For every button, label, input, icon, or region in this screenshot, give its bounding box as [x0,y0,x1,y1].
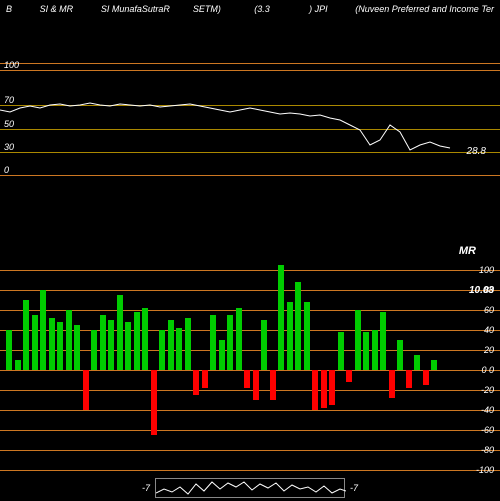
axis-tick-label: -20 [481,385,494,395]
current-value-label: 28.8 [467,146,486,157]
chart-header: B SI & MR SI MunafaSutraR SETM) (3.3 ) J… [0,0,500,18]
gridline [0,390,500,391]
bar [91,330,97,370]
header-item: SI MunafaSutraR [101,4,170,14]
bar [210,315,216,370]
header-item: B [6,4,12,14]
bar [236,308,242,370]
axis-tick-label: -60 [481,425,494,435]
axis-tick-label: 100 [4,60,19,70]
bar [253,370,259,400]
bar [346,370,352,382]
bar [227,315,233,370]
header-item: SETM) [193,4,221,14]
bar [414,355,420,370]
axis-tick-label: 100 [479,265,494,275]
bar [423,370,429,385]
bar [406,370,412,388]
bar [397,340,403,370]
gridline [0,310,500,311]
bar [389,370,395,398]
bar [57,322,63,370]
bar [329,370,335,405]
bar [23,300,29,370]
bar [66,310,72,370]
gridline [0,470,500,471]
axis-tick-label: 40 [484,325,494,335]
gridline [0,450,500,451]
gridline [0,270,500,271]
bar [40,290,46,370]
bar [159,330,165,370]
header-item: SI & MR [40,4,74,14]
bar [261,320,267,370]
bar [100,315,106,370]
bar [295,282,301,370]
bar [202,370,208,388]
bar [176,328,182,370]
gridline [0,430,500,431]
bar [125,322,131,370]
mr-label: MR [459,245,476,257]
bar [244,370,250,388]
bar [185,318,191,370]
mini-label-left: -7 [142,483,150,493]
bar [15,360,21,370]
bar [380,312,386,370]
bar [338,332,344,370]
bar [219,340,225,370]
current-value-label: 10.03 [469,285,494,296]
bar [270,370,276,400]
bar [83,370,89,410]
axis-tick-label: 0 0 [481,365,494,375]
axis-tick-label: 60 [484,305,494,315]
bar [117,295,123,370]
axis-tick-label: -80 [481,445,494,455]
mini-label-right: -7 [350,483,358,493]
bar [142,308,148,370]
bar [32,315,38,370]
bar [193,370,199,395]
bar [355,310,361,370]
price-line [0,70,460,185]
bar [108,320,114,370]
gridline [0,410,500,411]
header-item: (Nuveen Preferred and Income Ter [355,4,494,14]
bar [372,330,378,370]
bar [278,265,284,370]
header-item: ) JPI [309,4,328,14]
bar [312,370,318,410]
bar [6,330,12,370]
bar [151,370,157,435]
axis-tick-label: -100 [476,465,494,475]
axis-tick-label: -40 [481,405,494,415]
header-item: (3.3 [254,4,270,14]
bar [287,302,293,370]
bar [74,325,80,370]
bar [431,360,437,370]
bar [168,320,174,370]
mini-indicator-chart: -7-7 [155,478,345,498]
bar [321,370,327,408]
mr-bar-chart: 100806040200 0-20-40-60-80-10010.03 [0,270,500,470]
bar [363,332,369,370]
axis-tick-label: 20 [484,345,494,355]
mini-line [156,479,346,499]
rsi-chart: 100705030028.8 [0,70,500,175]
bar [134,312,140,370]
gridline [0,290,500,291]
bar [49,318,55,370]
gridline [0,63,500,64]
bar [304,302,310,370]
